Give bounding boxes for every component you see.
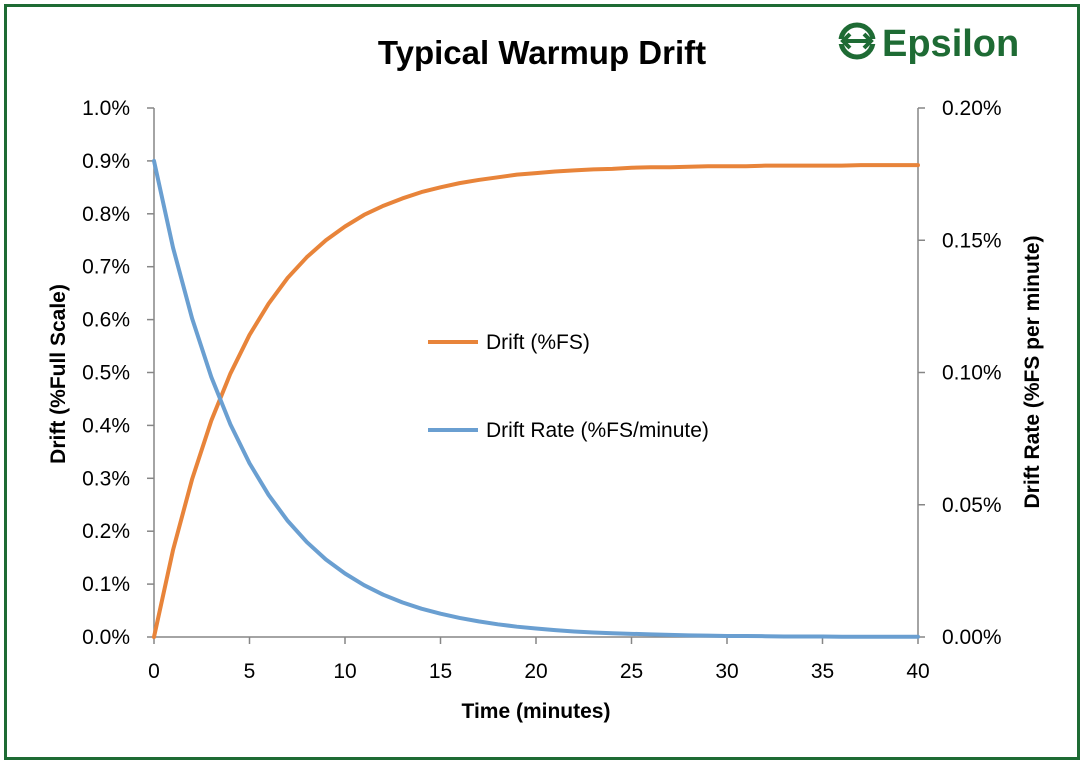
- y2-tick-label: 0.20%: [942, 97, 1002, 120]
- chart-frame: [4, 4, 1080, 760]
- y-tick-label: 1.0%: [82, 97, 130, 120]
- x-tick-label: 20: [524, 660, 547, 683]
- y2-tick-label: 0.00%: [942, 626, 1002, 649]
- logo-text: Epsilon: [882, 23, 1019, 65]
- x-tick-label: 30: [715, 660, 738, 683]
- epsilon-logo-icon: [838, 22, 876, 60]
- legend-label-drift-rate: Drift Rate (%FS/minute): [486, 419, 709, 442]
- y-tick-label: 0.5%: [82, 362, 130, 385]
- x-tick-label: 40: [906, 660, 929, 683]
- y-tick-label: 0.9%: [82, 150, 130, 173]
- y2-tick-label: 0.10%: [942, 362, 1002, 385]
- y2-axis-label: Drift Rate (%FS per minute): [1021, 235, 1044, 508]
- y-tick-label: 0.0%: [82, 626, 130, 649]
- legend-label-drift: Drift (%FS): [486, 331, 590, 354]
- y-tick-label: 0.3%: [82, 467, 130, 490]
- y-tick-label: 0.4%: [82, 414, 130, 437]
- y-axis-label: Drift (%Full Scale): [47, 284, 70, 464]
- x-axis-label: Time (minutes): [462, 700, 611, 723]
- legend: Drift (%FS) Drift Rate (%FS/minute): [428, 331, 709, 442]
- x-tick-label: 0: [148, 660, 160, 683]
- y2-tick-label: 0.05%: [942, 494, 1002, 517]
- y-tick-label: 0.7%: [82, 256, 130, 279]
- y-tick-label: 0.1%: [82, 573, 130, 596]
- y-tick-label: 0.6%: [82, 309, 130, 332]
- x-tick-label: 35: [811, 660, 834, 683]
- x-tick-label: 5: [244, 660, 256, 683]
- series-line-drift-rate: [152, 158, 920, 639]
- series-line-drift: [152, 163, 920, 639]
- y2-tick-label: 0.15%: [942, 229, 1002, 252]
- x-tick-label: 10: [333, 660, 356, 683]
- y-tick-label: 0.2%: [82, 520, 130, 543]
- x-tick-label: 25: [620, 660, 643, 683]
- x-tick-label: 15: [429, 660, 452, 683]
- chart-title: Typical Warmup Drift: [378, 34, 706, 71]
- y-tick-label: 0.8%: [82, 203, 130, 226]
